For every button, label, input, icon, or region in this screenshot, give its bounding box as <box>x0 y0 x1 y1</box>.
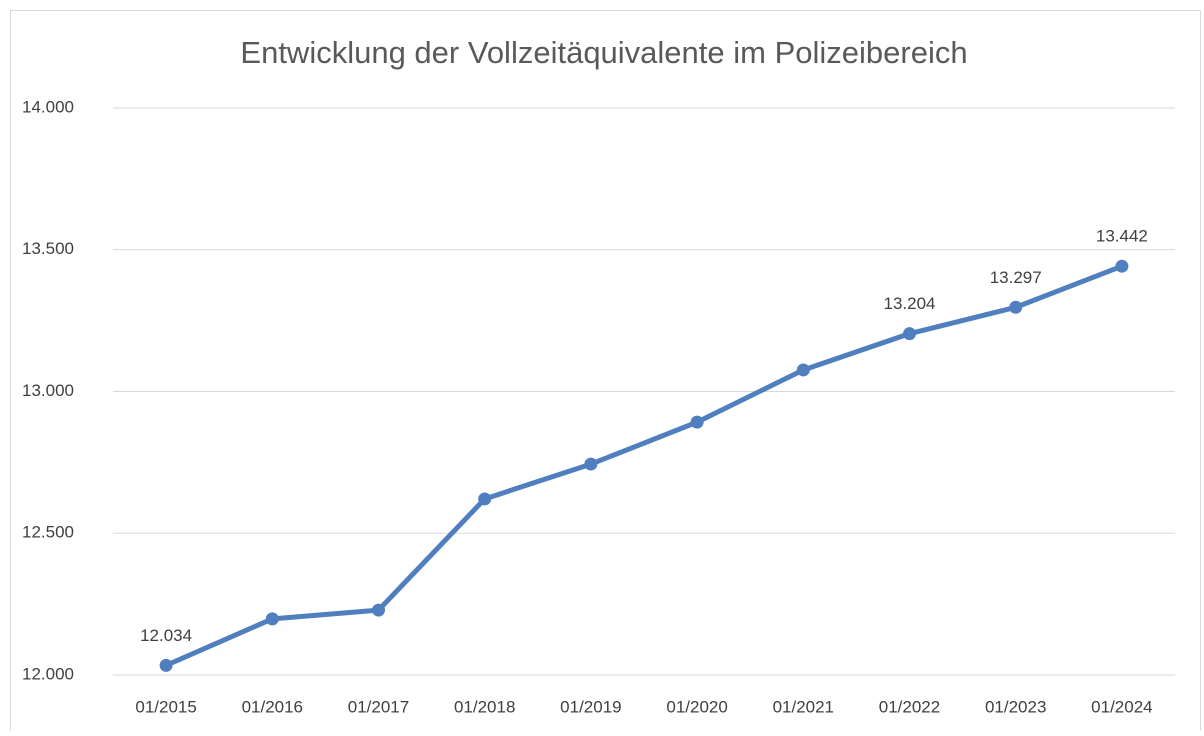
chart-title: Entwicklung der Vollzeitäquivalente im P… <box>240 35 967 70</box>
data-point <box>478 492 492 506</box>
data-point <box>903 327 916 341</box>
data-point <box>796 363 810 377</box>
data-point <box>265 612 279 626</box>
y-tick-label: 12.500 <box>22 523 74 542</box>
data-label: 13.204 <box>884 294 936 313</box>
data-point <box>690 415 704 429</box>
data-point <box>1115 259 1129 273</box>
data-label: 13.297 <box>990 268 1042 287</box>
y-tick-label: 13.000 <box>22 381 74 400</box>
x-tick-label: 01/2022 <box>879 697 940 716</box>
data-point <box>584 457 598 471</box>
data-label: 13.442 <box>1096 227 1148 246</box>
chart-frame <box>10 10 1201 736</box>
x-tick-label: 01/2016 <box>242 697 303 716</box>
y-tick-label: 12.000 <box>22 664 74 683</box>
x-tick-label: 01/2017 <box>348 697 409 716</box>
data-label: 12.034 <box>140 626 192 645</box>
y-tick-label: 13.500 <box>22 239 74 258</box>
x-tick-label: 01/2019 <box>560 697 621 716</box>
x-tick-label: 01/2024 <box>1091 697 1152 716</box>
data-point <box>372 603 385 617</box>
y-tick-label: 14.000 <box>22 97 74 116</box>
series-line <box>165 263 1123 668</box>
x-tick-label: 01/2020 <box>666 697 727 716</box>
x-tick-label: 01/2021 <box>773 697 834 716</box>
x-tick-label: 01/2023 <box>985 697 1046 716</box>
x-tick-label: 01/2018 <box>454 697 515 716</box>
data-point <box>159 658 173 672</box>
x-tick-label: 01/2015 <box>135 697 196 716</box>
data-point <box>1009 300 1023 314</box>
